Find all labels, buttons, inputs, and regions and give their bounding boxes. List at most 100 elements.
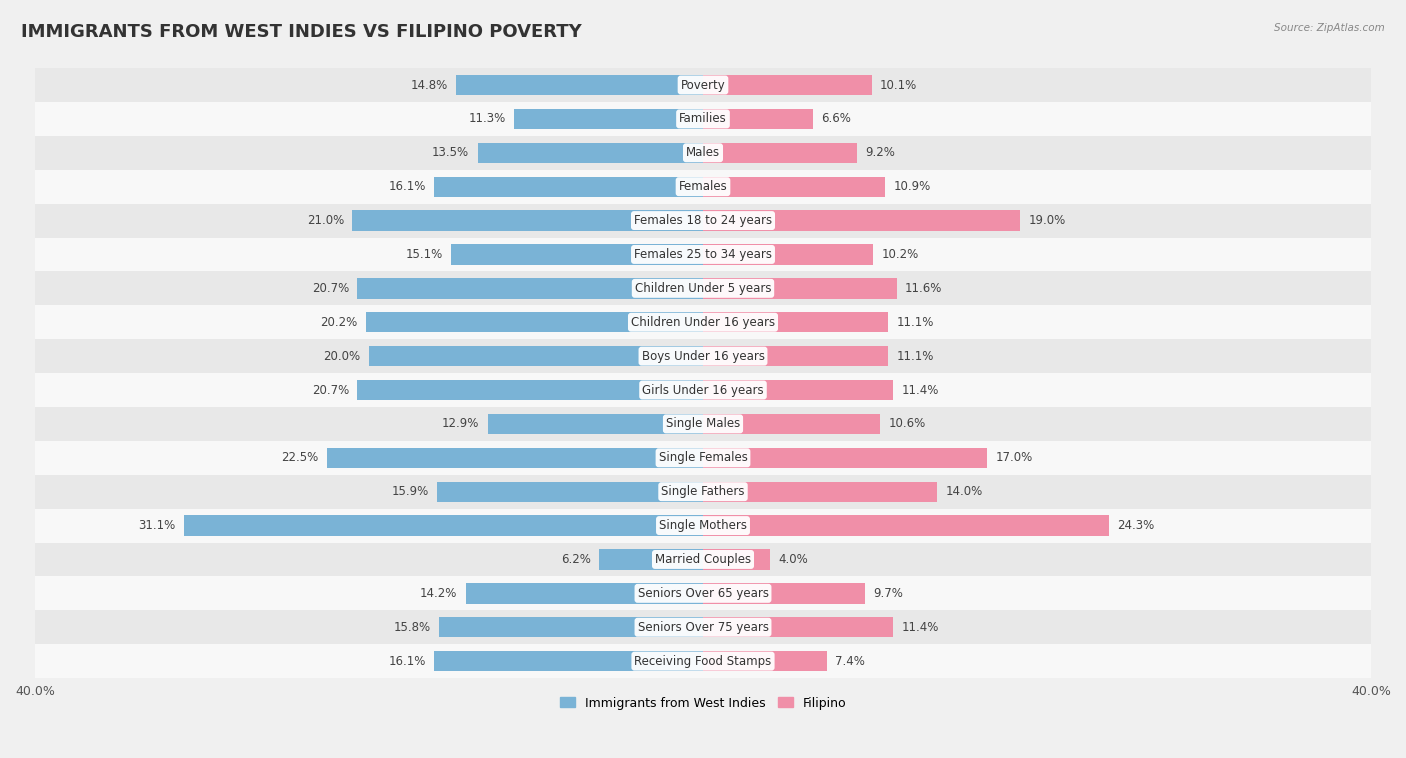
Text: 12.9%: 12.9% [441,418,479,431]
Bar [35,543,1371,576]
Text: 16.1%: 16.1% [388,180,426,193]
Text: Girls Under 16 years: Girls Under 16 years [643,384,763,396]
Bar [456,75,703,96]
Text: Females 18 to 24 years: Females 18 to 24 years [634,214,772,227]
Text: 21.0%: 21.0% [307,214,344,227]
Text: Boys Under 16 years: Boys Under 16 years [641,349,765,362]
Text: Married Couples: Married Couples [655,553,751,566]
Bar [35,644,1371,678]
Bar [703,414,880,434]
Text: Seniors Over 65 years: Seniors Over 65 years [637,587,769,600]
Text: Single Mothers: Single Mothers [659,519,747,532]
Text: 10.9%: 10.9% [893,180,931,193]
Bar [35,475,1371,509]
Text: 22.5%: 22.5% [281,451,319,465]
Text: Children Under 5 years: Children Under 5 years [634,282,772,295]
Bar [35,237,1371,271]
Text: 9.7%: 9.7% [873,587,903,600]
Bar [488,414,703,434]
Bar [703,617,893,637]
Bar [703,346,889,366]
Text: 15.8%: 15.8% [394,621,430,634]
Text: 14.0%: 14.0% [945,485,983,498]
Text: 15.1%: 15.1% [405,248,443,261]
Bar [35,576,1371,610]
Bar [465,583,703,603]
Text: Females: Females [679,180,727,193]
Legend: Immigrants from West Indies, Filipino: Immigrants from West Indies, Filipino [554,691,852,715]
Bar [434,651,703,672]
Text: 10.6%: 10.6% [889,418,925,431]
Text: 6.2%: 6.2% [561,553,591,566]
Text: 4.0%: 4.0% [778,553,808,566]
Bar [328,448,703,468]
Bar [515,108,703,129]
Text: 31.1%: 31.1% [138,519,176,532]
Text: IMMIGRANTS FROM WEST INDIES VS FILIPINO POVERTY: IMMIGRANTS FROM WEST INDIES VS FILIPINO … [21,23,582,41]
Bar [35,441,1371,475]
Text: 11.1%: 11.1% [897,316,934,329]
Text: 14.8%: 14.8% [411,79,447,92]
Text: Poverty: Poverty [681,79,725,92]
Text: Females 25 to 34 years: Females 25 to 34 years [634,248,772,261]
Text: 11.4%: 11.4% [901,621,939,634]
Bar [703,177,884,197]
Bar [368,346,703,366]
Bar [703,108,813,129]
Bar [439,617,703,637]
Text: 10.2%: 10.2% [882,248,920,261]
Bar [35,509,1371,543]
Bar [184,515,703,536]
Text: Receiving Food Stamps: Receiving Food Stamps [634,655,772,668]
Text: 24.3%: 24.3% [1118,519,1154,532]
Bar [353,211,703,230]
Bar [703,211,1021,230]
Bar [703,244,873,265]
Bar [366,312,703,333]
Text: 11.4%: 11.4% [901,384,939,396]
Text: 13.5%: 13.5% [432,146,470,159]
Bar [703,583,865,603]
Bar [35,305,1371,339]
Text: Seniors Over 75 years: Seniors Over 75 years [637,621,769,634]
Text: 19.0%: 19.0% [1029,214,1066,227]
Bar [703,312,889,333]
Bar [703,75,872,96]
Bar [703,380,893,400]
Text: Children Under 16 years: Children Under 16 years [631,316,775,329]
Bar [35,68,1371,102]
Bar [703,278,897,299]
Bar [478,143,703,163]
Bar [357,278,703,299]
Text: 17.0%: 17.0% [995,451,1032,465]
Bar [35,204,1371,237]
Text: 20.7%: 20.7% [312,384,349,396]
Text: 9.2%: 9.2% [865,146,894,159]
Bar [703,448,987,468]
Text: Single Males: Single Males [666,418,740,431]
Text: Single Fathers: Single Fathers [661,485,745,498]
Bar [35,136,1371,170]
Bar [35,407,1371,441]
Text: 20.7%: 20.7% [312,282,349,295]
Bar [35,339,1371,373]
Bar [35,271,1371,305]
Bar [437,481,703,502]
Text: 11.6%: 11.6% [905,282,942,295]
Bar [35,610,1371,644]
Text: Source: ZipAtlas.com: Source: ZipAtlas.com [1274,23,1385,33]
Text: 6.6%: 6.6% [821,112,852,125]
Text: 11.1%: 11.1% [897,349,934,362]
Bar [599,550,703,569]
Bar [703,515,1109,536]
Text: Males: Males [686,146,720,159]
Text: 11.3%: 11.3% [468,112,506,125]
Bar [703,481,936,502]
Text: 7.4%: 7.4% [835,655,865,668]
Text: Single Females: Single Females [658,451,748,465]
Text: 20.2%: 20.2% [321,316,357,329]
Text: 15.9%: 15.9% [392,485,429,498]
Bar [703,143,856,163]
Bar [35,102,1371,136]
Bar [703,651,827,672]
